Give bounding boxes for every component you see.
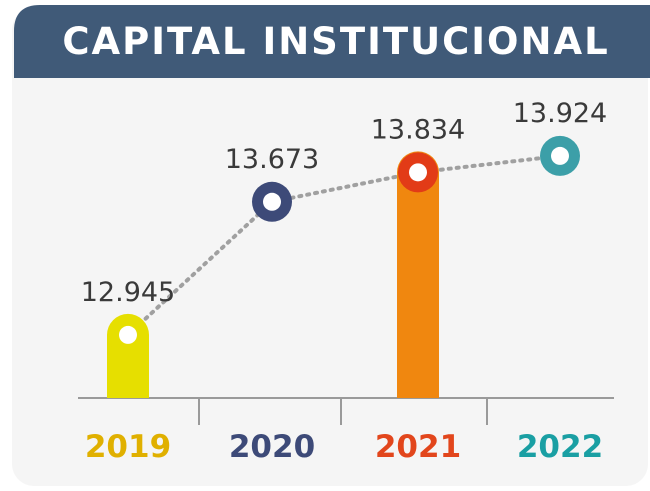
header-bar [14,5,650,78]
trend-line [126,153,562,337]
value-label: 13.834 [371,114,465,145]
value-label: 13.924 [513,98,607,129]
category-label: 2020 [229,429,315,465]
bar [397,151,439,398]
value-label: 12.945 [81,277,175,308]
marker-center [409,163,427,182]
category-label: 2019 [85,429,171,465]
value-label: 13.673 [225,144,319,175]
marker-center [263,192,281,211]
chart-title: CAPITAL INSTITUCIONAL [62,20,609,63]
marker-center [551,146,569,165]
category-label: 2021 [375,429,461,465]
panel [12,8,648,486]
category-label: 2022 [517,429,603,465]
marker-center [119,325,137,344]
